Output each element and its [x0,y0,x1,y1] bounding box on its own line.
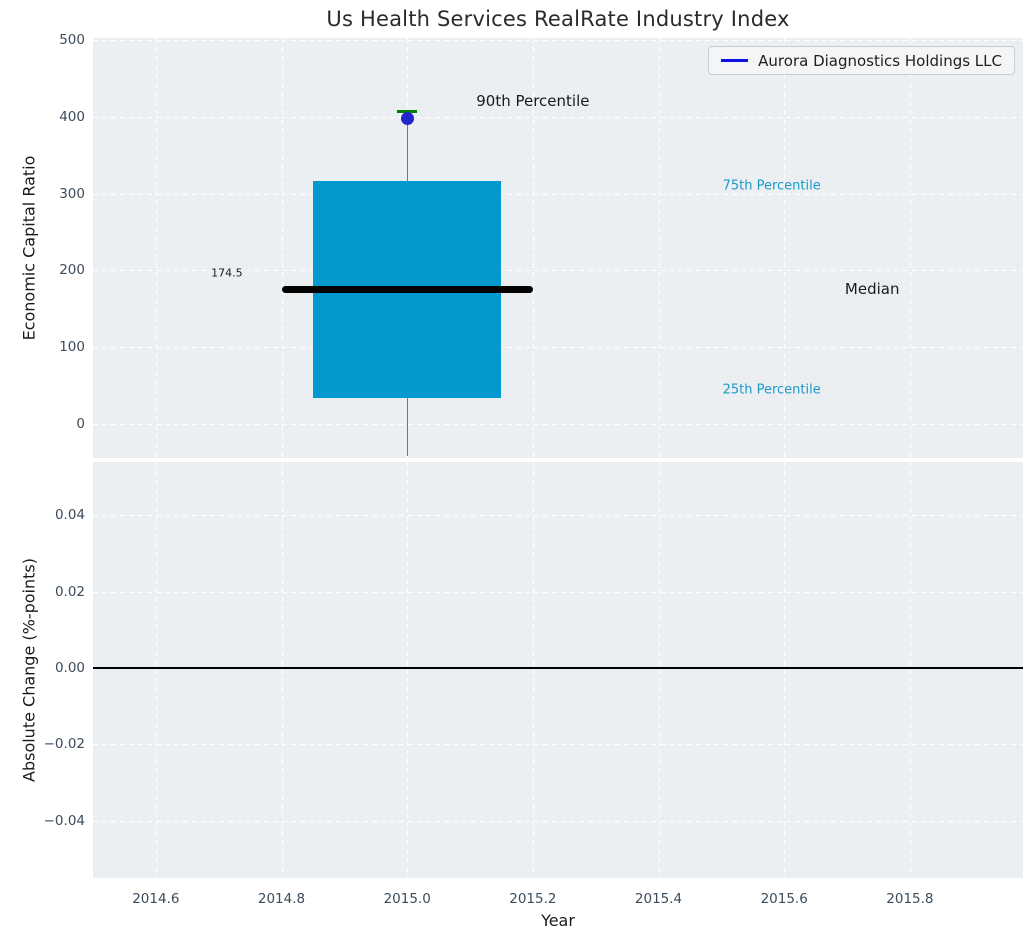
x-tick-label: 2015.8 [886,891,934,907]
y-tick-label: 0.02 [54,583,85,600]
gridline-horizontal [93,346,1023,348]
legend-line-sample [721,59,749,62]
chart-title: Us Health Services RealRate Industry Ind… [326,7,790,31]
gridline-vertical [155,38,157,458]
gridline-vertical [281,462,283,878]
y-tick-label: 0 [76,415,85,432]
gridline-horizontal [93,423,1023,425]
x-tick-label: 2015.4 [634,891,683,907]
gridline-horizontal [93,668,1023,670]
y-tick-label: 0.04 [54,507,85,524]
y-tick-label: 500 [59,32,85,49]
y-tick-label: 200 [59,262,85,279]
gridline-vertical [909,38,911,458]
gridline-horizontal [93,116,1023,118]
gridline-vertical [784,462,786,878]
y-tick-label: 400 [59,108,85,125]
gridline-vertical [532,462,534,878]
y-axis-label-top: Economic Capital Ratio [19,155,39,341]
gridline-vertical [407,462,409,878]
gridline-vertical [407,38,409,458]
gridline-vertical [784,38,786,458]
y-tick-label: 100 [59,338,85,355]
gridline-horizontal [93,515,1023,517]
y-tick-label: 300 [59,185,85,202]
y-tick-label: −0.04 [43,812,85,829]
y-tick-label: 0.00 [54,660,85,677]
bottom-subplot [93,462,1023,878]
gridline-horizontal [93,193,1023,195]
y-tick-label: −0.02 [43,736,85,753]
gridline-horizontal [93,40,1023,42]
x-tick-label: 2015.6 [760,891,808,907]
x-tick-label: 2014.6 [132,891,180,907]
gridline-vertical [658,38,660,458]
gridline-vertical [909,462,911,878]
gridline-vertical [532,38,534,458]
gridline-horizontal [93,744,1023,746]
gridline-vertical [155,462,157,878]
gridline-horizontal [93,820,1023,822]
x-tick-label: 2014.8 [257,891,306,907]
x-tick-label: 2015.2 [509,891,557,907]
x-tick-label: 2015.0 [383,891,431,907]
legend: Aurora Diagnostics Holdings LLC [708,46,1015,75]
legend-label: Aurora Diagnostics Holdings LLC [758,51,1002,70]
top-subplot [93,38,1023,458]
gridline-vertical [281,38,283,458]
gridline-horizontal [93,270,1023,272]
x-axis-label: Year [541,911,575,930]
gridline-vertical [658,462,660,878]
gridline-horizontal [93,591,1023,593]
